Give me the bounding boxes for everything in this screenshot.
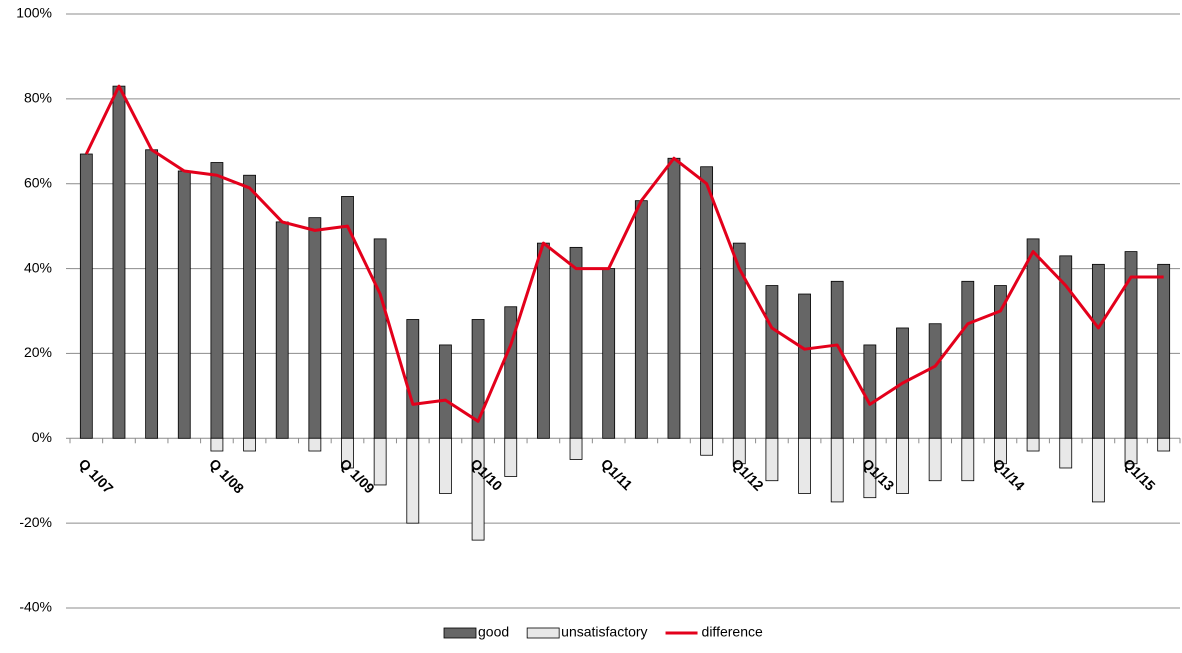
bar	[308, 437, 322, 452]
bar	[210, 437, 224, 452]
bar	[177, 170, 191, 439]
x-tick-label: Q1/12	[729, 455, 767, 493]
y-tick-label: 40%	[24, 259, 52, 275]
bar	[275, 221, 289, 439]
y-tick-label: -20%	[19, 514, 52, 530]
bar	[602, 268, 616, 439]
x-tick-label: Q1/15	[1120, 455, 1158, 493]
bar	[830, 280, 844, 439]
y-tick-label: 60%	[24, 174, 52, 190]
bar	[1026, 437, 1040, 452]
bar	[439, 437, 452, 494]
bar	[439, 344, 452, 439]
bar	[406, 437, 420, 524]
bar	[569, 437, 583, 460]
bar	[798, 437, 811, 494]
bar	[863, 344, 877, 439]
bar	[732, 437, 746, 465]
bar	[373, 437, 387, 486]
bar	[308, 217, 322, 439]
bar	[243, 174, 256, 439]
bar	[928, 323, 942, 439]
bar	[406, 319, 420, 439]
bar	[504, 306, 518, 439]
bar	[1157, 437, 1171, 452]
legend-swatch	[526, 627, 560, 639]
bar	[961, 437, 975, 482]
bar	[863, 437, 877, 499]
bar	[569, 246, 583, 439]
y-tick-label: 0%	[32, 429, 52, 445]
x-tick-label: Q1/14	[990, 455, 1028, 493]
line	[84, 84, 1164, 423]
bar	[1157, 263, 1171, 439]
bar	[765, 285, 779, 439]
bar	[700, 166, 714, 439]
x-tick-label: Q 1/07	[76, 455, 117, 496]
bar	[1091, 437, 1105, 503]
legend-swatch	[443, 627, 477, 639]
legend-label: difference	[702, 624, 763, 640]
bar	[798, 293, 811, 439]
y-tick-label: 80%	[24, 90, 52, 106]
legend-label: good	[478, 624, 509, 640]
bar	[994, 437, 1007, 465]
bar	[243, 437, 256, 452]
x-tick-label: Q 1/08	[206, 455, 247, 496]
bar	[896, 437, 909, 494]
bar	[961, 280, 975, 439]
bar	[373, 238, 387, 439]
y-tick-label: 100%	[16, 5, 52, 21]
bar	[341, 437, 354, 469]
bar	[1026, 238, 1040, 439]
bar	[700, 437, 714, 456]
bar	[112, 85, 126, 439]
y-tick-label: -40%	[19, 599, 52, 615]
legend-label: unsatisfactory	[561, 624, 647, 640]
y-tick-label: 20%	[24, 344, 52, 360]
bar	[145, 149, 159, 439]
bar	[667, 157, 681, 439]
bar	[536, 242, 550, 439]
bar	[634, 200, 648, 439]
bar	[471, 437, 485, 541]
bar	[1124, 437, 1138, 465]
bar	[765, 437, 779, 482]
bar	[732, 242, 746, 439]
bar	[210, 162, 224, 439]
x-tick-label: Q1/11	[598, 455, 636, 493]
x-tick-label: Q 1/09	[337, 455, 378, 496]
bar	[1091, 263, 1105, 439]
bar	[830, 437, 844, 503]
bar	[1059, 437, 1073, 469]
bar	[928, 437, 942, 482]
bar	[79, 153, 93, 439]
bar	[504, 437, 518, 477]
